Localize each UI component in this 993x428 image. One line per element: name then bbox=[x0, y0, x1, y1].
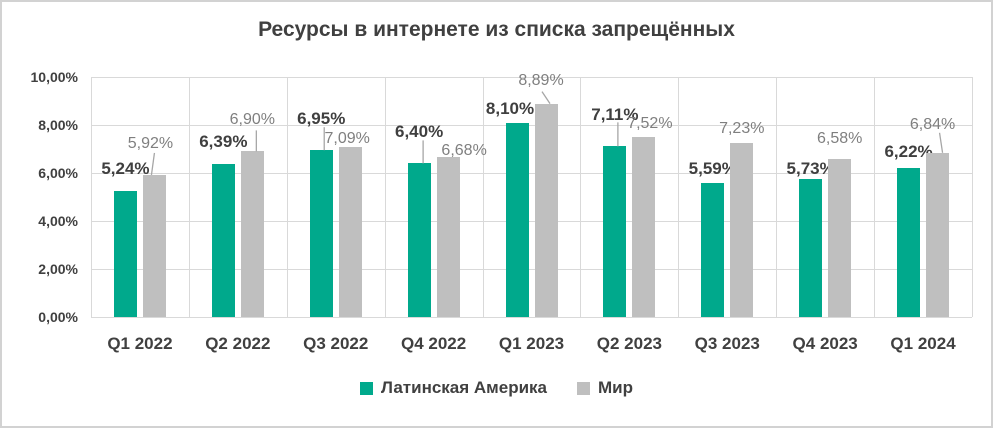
bar-world-q1-2023 bbox=[534, 103, 558, 317]
bar-label-world-q3-2022: 7,09% bbox=[324, 130, 370, 148]
gridline-vertical bbox=[189, 77, 190, 317]
y-axis-tick-label: 10,00% bbox=[30, 69, 78, 85]
gridline-vertical bbox=[483, 77, 484, 317]
bar-latam-q1-2023 bbox=[505, 122, 529, 317]
gridline-vertical bbox=[91, 77, 92, 317]
y-axis-tick-label: 0,00% bbox=[38, 309, 78, 325]
x-axis-tick-label: Q2 2023 bbox=[596, 334, 662, 353]
gridline-vertical bbox=[972, 77, 973, 317]
gridline-horizontal bbox=[91, 221, 972, 222]
bar-world-q2-2022 bbox=[240, 151, 264, 317]
gridline-horizontal bbox=[91, 77, 972, 78]
x-axis-tick-label: Q4 2022 bbox=[400, 334, 467, 353]
x-axis-tick-label: Q1 2024 bbox=[890, 334, 956, 353]
bar-label-latam-q1-2023: 8,10% bbox=[485, 98, 535, 118]
bar-latam-q2-2023 bbox=[603, 146, 627, 317]
bar-label-latam-q3-2023: 5,59% bbox=[688, 159, 737, 178]
gridline-horizontal bbox=[91, 173, 972, 174]
gridline-vertical bbox=[776, 77, 777, 317]
legend: Латинская Америка Мир bbox=[2, 378, 991, 398]
bar-label-latam-q4-2022: 6,40% bbox=[395, 121, 444, 141]
chart-title: Ресурсы в интернете из списка запрещённы… bbox=[258, 18, 735, 41]
x-axis-tick-label: Q4 2023 bbox=[792, 334, 858, 353]
gridline-horizontal bbox=[91, 269, 972, 270]
bar-latam-q4-2023 bbox=[799, 179, 823, 317]
bar-label-latam-q1-2022: 5,24% bbox=[101, 159, 150, 179]
bar-latam-q1-2024 bbox=[897, 167, 921, 317]
x-axis-tick-label: Q2 2022 bbox=[205, 334, 271, 353]
legend-item-world: Мир bbox=[577, 378, 633, 398]
bar-label-world-q1-2022: 5,92% bbox=[127, 135, 174, 153]
x-axis-tick-label: Q3 2023 bbox=[694, 334, 760, 353]
legend-swatch-latam-icon bbox=[359, 381, 373, 395]
bar-latam-q3-2023 bbox=[701, 182, 725, 317]
bar-latam-q2-2022 bbox=[211, 163, 235, 317]
bar-label-world-q1-2023: 8,89% bbox=[518, 71, 564, 89]
bar-latam-q1-2022 bbox=[113, 191, 137, 317]
bar-label-latam-q4-2023: 5,73% bbox=[786, 158, 835, 178]
gridline-vertical bbox=[287, 77, 288, 317]
bar-world-q1-2022 bbox=[142, 174, 166, 317]
bar-latam-q3-2022 bbox=[309, 150, 333, 317]
y-axis-tick-label: 2,00% bbox=[38, 261, 78, 277]
bar-world-q4-2023 bbox=[828, 159, 852, 317]
bar-label-latam-q1-2024: 6,22% bbox=[884, 141, 933, 161]
bar-label-world-q4-2023: 6,58% bbox=[816, 130, 863, 148]
y-axis-tick-label: 6,00% bbox=[38, 165, 78, 181]
y-axis-tick-label: 8,00% bbox=[38, 117, 78, 133]
legend-item-latam: Латинская Америка bbox=[359, 378, 547, 398]
legend-label-world: Мир bbox=[598, 378, 633, 397]
x-axis-tick-label: Q1 2022 bbox=[107, 334, 173, 353]
x-axis-tick-label: Q3 2022 bbox=[303, 334, 369, 353]
bar-label-world-q1-2024: 6,84% bbox=[909, 116, 956, 134]
plot-area: 5,24% 6,39% 6,95% 6,40% 8,10% 7,11% 5,59% 5,73%… bbox=[91, 72, 973, 318]
bar-label-world-q2-2022: 6,90% bbox=[229, 110, 276, 128]
bar-label-world-q2-2023: 7,52% bbox=[627, 114, 673, 132]
y-axis-tick-label: 4,00% bbox=[38, 213, 78, 229]
gridline-vertical bbox=[580, 77, 581, 317]
bar-label-latam-q2-2022: 6,39% bbox=[199, 131, 248, 151]
bar-label-world-q3-2023: 7,23% bbox=[719, 119, 765, 137]
legend-swatch-world-icon bbox=[577, 381, 590, 395]
bar-latam-q4-2022 bbox=[407, 163, 431, 317]
gridline-vertical bbox=[874, 77, 875, 317]
bar-label-latam-q3-2022: 6,95% bbox=[297, 109, 346, 129]
gridline-horizontal bbox=[91, 125, 972, 126]
bar-world-q1-2024 bbox=[926, 152, 950, 317]
bar-world-q3-2022 bbox=[338, 146, 362, 317]
gridline-horizontal bbox=[91, 317, 972, 318]
bar-world-q3-2023 bbox=[730, 143, 754, 317]
bar-label-latam-q2-2023: 7,11% bbox=[591, 104, 639, 124]
bar-world-q2-2023 bbox=[632, 136, 656, 317]
gridline-vertical bbox=[678, 77, 679, 317]
bar-label-world-q4-2022: 6,68% bbox=[441, 141, 487, 159]
legend-label-latam: Латинская Америка bbox=[380, 378, 547, 397]
gridline-vertical bbox=[385, 77, 386, 317]
bar-world-q4-2022 bbox=[436, 156, 460, 317]
x-axis-tick-label: Q1 2023 bbox=[498, 334, 565, 353]
